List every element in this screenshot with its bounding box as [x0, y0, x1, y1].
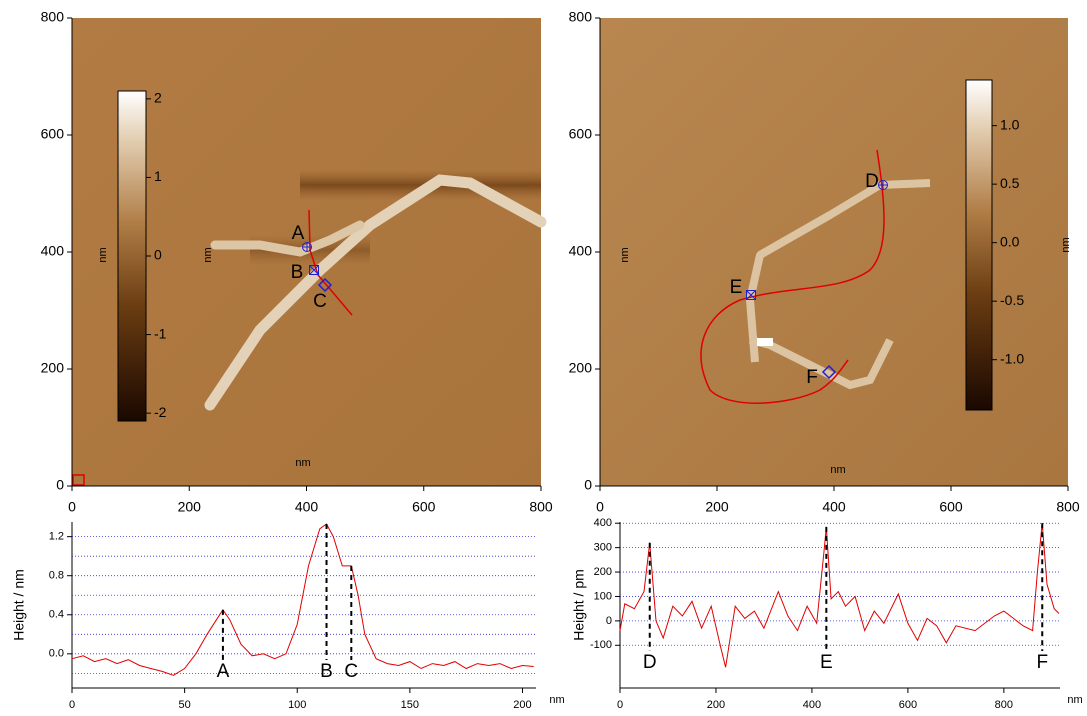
y-axis-label: nm	[619, 247, 631, 262]
colorbar-label: nm	[1060, 237, 1072, 252]
y-tick-label: 1.2	[49, 531, 64, 543]
y-tick-label: 100	[594, 590, 612, 602]
x-tick-label: 600	[939, 499, 963, 515]
colorbar-tick-label: 0	[154, 247, 162, 263]
y-axis-label: Height / nm	[11, 569, 27, 641]
marker-label: D	[865, 171, 879, 192]
colorbar-tick-label: 2	[154, 90, 162, 106]
x-tick-label: 0	[68, 499, 76, 515]
x-axis-label: nm	[549, 694, 564, 706]
x-tick-label: 600	[412, 499, 436, 515]
y-tick-label: 400	[594, 517, 612, 529]
y-tick-label: 0	[606, 615, 612, 627]
y-tick-label: 600	[41, 126, 65, 142]
x-tick-label: 100	[288, 699, 306, 711]
y-tick-label: 0.8	[49, 570, 64, 582]
y-tick-label: 400	[569, 243, 593, 259]
marker-label: B	[320, 661, 333, 682]
x-tick-label: 400	[295, 499, 319, 515]
x-tick-label: 400	[822, 499, 846, 515]
x-axis-label: nm	[295, 457, 310, 469]
x-axis-label: nm	[1067, 694, 1082, 706]
y-tick-label: 0	[56, 477, 64, 493]
marker-label: C	[313, 291, 327, 312]
colorbar-tick-label: 1.0	[1000, 116, 1020, 132]
x-tick-label: 800	[529, 499, 553, 515]
x-tick-label: 800	[995, 699, 1013, 711]
marker-label: A	[292, 223, 305, 244]
afm-image-1	[72, 18, 547, 486]
colorbar-label: nm	[97, 247, 109, 262]
colorbar-tick-label: 0.0	[1000, 233, 1020, 249]
y-axis-label: Height / pm	[571, 569, 587, 641]
marker-label: D	[643, 652, 657, 673]
x-tick-label: 200	[707, 699, 725, 711]
x-tick-label: 150	[401, 699, 419, 711]
x-tick-label: 50	[178, 699, 190, 711]
x-axis-label: nm	[830, 464, 845, 476]
x-tick-label: 600	[899, 699, 917, 711]
x-tick-label: 800	[1056, 499, 1080, 515]
y-tick-label: 0.4	[49, 609, 64, 621]
x-tick-label: 0	[69, 699, 75, 711]
marker-label: E	[730, 277, 743, 298]
x-tick-label: 200	[705, 499, 729, 515]
y-tick-label: 300	[594, 542, 612, 554]
x-tick-label: 200	[178, 499, 202, 515]
y-tick-label: 0	[584, 477, 592, 493]
y-tick-label: 0.0	[49, 648, 64, 660]
colorbar-tick-label: 1	[154, 168, 162, 184]
profile-line	[71, 523, 534, 676]
marker-label: A	[217, 661, 230, 682]
y-tick-label: 400	[41, 243, 65, 259]
marker-label: E	[820, 652, 833, 673]
y-tick-label: 200	[594, 566, 612, 578]
y-tick-label: 200	[569, 360, 593, 376]
y-tick-label: 600	[569, 126, 593, 142]
colorbar-tick-label: -1	[154, 325, 167, 341]
colorbar-tick-label: -1.0	[1000, 350, 1024, 366]
colorbar-tick-label: -0.5	[1000, 292, 1024, 308]
y-tick-label: 800	[569, 9, 593, 25]
colorbar-tick-label: 0.5	[1000, 175, 1020, 191]
marker-label: B	[291, 262, 304, 283]
x-tick-label: 0	[596, 499, 604, 515]
y-axis-label: nm	[202, 247, 214, 262]
colorbar-frame	[965, 79, 993, 411]
marker-label: F	[1036, 652, 1048, 673]
y-tick-label: 800	[41, 9, 65, 25]
x-tick-label: 400	[803, 699, 821, 711]
x-tick-label: 200	[513, 699, 531, 711]
afm-image-2	[600, 18, 1068, 486]
y-tick-label: 200	[41, 360, 65, 376]
profile-line	[619, 523, 1060, 668]
colorbar-tick-label: -2	[154, 404, 167, 420]
marker-label: C	[344, 661, 358, 682]
x-tick-label: 0	[617, 699, 623, 711]
y-tick-label: -100	[590, 639, 612, 651]
marker-label: F	[806, 367, 818, 388]
